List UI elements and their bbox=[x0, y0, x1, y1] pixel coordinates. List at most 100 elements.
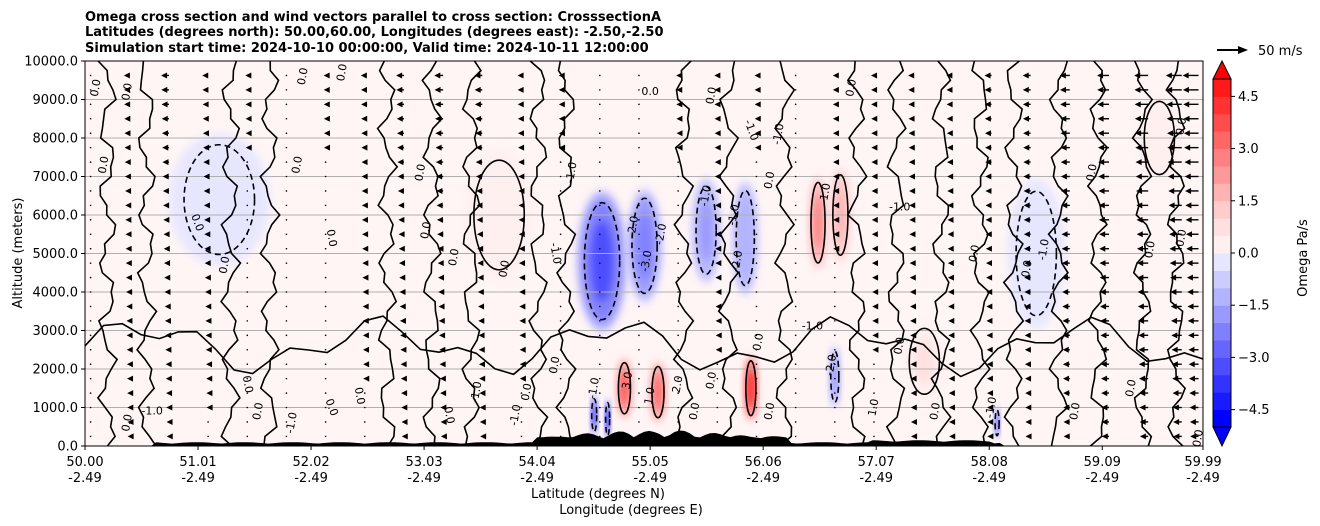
wind-vector-head bbox=[163, 202, 170, 209]
wind-vector-22-19 bbox=[947, 159, 954, 166]
wind-vector-9-6 bbox=[439, 346, 446, 353]
wind-vector-18-25 bbox=[794, 74, 797, 77]
wind-vector-27-9 bbox=[1137, 303, 1149, 310]
wind-vector-head bbox=[245, 115, 252, 122]
contour-label-3: 0.0 bbox=[295, 67, 311, 86]
wind-vector-27-4 bbox=[1139, 375, 1149, 382]
wind-vector-23-21 bbox=[984, 130, 992, 137]
wind-vector-27-18 bbox=[1135, 173, 1149, 180]
x-tick-label-lon-1: -2.49 bbox=[181, 471, 215, 486]
omega-contour-2 bbox=[695, 185, 717, 276]
zero-contour-20 bbox=[1165, 61, 1187, 446]
wind-vector-17-8 bbox=[755, 320, 758, 322]
wind-vector-head bbox=[754, 115, 761, 122]
contour-label-6: 0.0 bbox=[412, 163, 428, 182]
wind-vector-head bbox=[1183, 101, 1190, 108]
wind-vector-17-14 bbox=[755, 233, 758, 236]
wind-vector-18-16 bbox=[794, 204, 797, 207]
wind-vector-head bbox=[908, 101, 915, 108]
omega-contour-7 bbox=[651, 365, 665, 419]
omega-cell-core-11 bbox=[832, 359, 838, 395]
wind-vector-16-22 bbox=[714, 115, 721, 122]
wind-vector-1-3 bbox=[127, 390, 134, 397]
wind-vector-head bbox=[1101, 418, 1108, 425]
y-axis-label: Altitude (meters) bbox=[11, 198, 26, 309]
wind-vector-head bbox=[162, 144, 169, 151]
wind-vector-23-11 bbox=[986, 274, 993, 281]
wind-vector-29-12 bbox=[1186, 260, 1199, 267]
wind-vector-8-24 bbox=[396, 86, 404, 93]
wind-vector-head bbox=[948, 332, 955, 339]
wind-vector-11-14 bbox=[518, 231, 525, 238]
contour-label-21: -1.0 bbox=[697, 184, 714, 207]
contour-label-31: -1.0 bbox=[1035, 238, 1052, 261]
wind-vector-29-5 bbox=[1188, 361, 1199, 368]
wind-vector-3-16 bbox=[203, 202, 210, 209]
wind-vector-28-19 bbox=[1167, 159, 1182, 166]
wind-vector-6-25 bbox=[323, 72, 330, 79]
wind-vector-28-8 bbox=[1171, 317, 1182, 324]
wind-vector-head bbox=[126, 361, 133, 368]
wind-vector-head bbox=[1099, 289, 1106, 295]
wind-vector-15-5 bbox=[677, 363, 679, 365]
wind-vector-3-7 bbox=[205, 332, 212, 339]
wind-vector-16-14 bbox=[715, 231, 722, 238]
wind-vector-head bbox=[1188, 361, 1195, 368]
wind-vector-26-18 bbox=[1098, 173, 1109, 180]
wind-vector-27-19 bbox=[1135, 159, 1149, 166]
wind-vector-head bbox=[204, 245, 211, 252]
y-tick-label-0: 0.0 bbox=[57, 440, 78, 455]
wind-vector-7-23 bbox=[361, 101, 368, 108]
wind-vector-12-4 bbox=[559, 377, 562, 380]
wind-vector-head bbox=[436, 187, 443, 194]
wind-vector-head bbox=[1171, 332, 1178, 339]
wind-vector-20-9 bbox=[872, 303, 879, 310]
wind-vector-head bbox=[161, 115, 168, 122]
zero-contour-2 bbox=[220, 61, 242, 446]
wind-vector-head bbox=[871, 72, 878, 79]
wind-vector-24-2 bbox=[1025, 404, 1032, 411]
omega-cell-core-10 bbox=[606, 407, 609, 431]
wind-vector-head bbox=[1061, 231, 1068, 238]
wind-vector-2-2 bbox=[166, 404, 173, 411]
wind-vector-6-2 bbox=[324, 406, 327, 409]
wind-vector-head bbox=[163, 216, 170, 223]
wind-vector-head bbox=[161, 86, 168, 93]
wind-vector-12-17 bbox=[559, 190, 562, 192]
wind-vector-25-25 bbox=[1059, 72, 1070, 79]
wind-vector-26-2 bbox=[1101, 404, 1109, 411]
wind-vector-head bbox=[245, 130, 252, 137]
wind-vector-13-9 bbox=[598, 305, 601, 308]
wind-vector-24-20 bbox=[1023, 144, 1031, 151]
wind-vector-22-17 bbox=[947, 187, 954, 194]
wind-vector-head bbox=[1097, 144, 1104, 151]
wind-vector-12-25 bbox=[558, 72, 565, 79]
wind-vector-head bbox=[1025, 390, 1032, 397]
wind-vector-head bbox=[1183, 115, 1190, 122]
wind-vector-head bbox=[1138, 317, 1145, 324]
contour-label-22: -1.0 bbox=[725, 203, 742, 226]
wind-vector-14-11 bbox=[638, 276, 640, 279]
wind-vector-head bbox=[987, 418, 994, 425]
colorbar-band-16 bbox=[1213, 131, 1231, 150]
wind-vector-2-16 bbox=[163, 202, 170, 209]
wind-vector-head bbox=[1173, 418, 1180, 425]
wind-vector-7-20 bbox=[361, 144, 368, 151]
wind-vector-head bbox=[1024, 361, 1031, 368]
wind-vector-17-15 bbox=[755, 219, 758, 221]
wind-vector-13-23 bbox=[598, 103, 601, 106]
omega-cell-core-12 bbox=[995, 414, 999, 432]
wind-vector-head bbox=[948, 289, 955, 295]
wind-vector-head bbox=[715, 216, 722, 223]
wind-vector-10-11 bbox=[477, 274, 484, 281]
wind-vector-16-24 bbox=[714, 86, 721, 93]
wind-vector-0-6 bbox=[89, 348, 92, 351]
wind-vector-27-23 bbox=[1134, 101, 1149, 108]
wind-vector-7-5 bbox=[363, 361, 370, 368]
wind-vector-3-24 bbox=[202, 86, 209, 93]
wind-vector-head bbox=[833, 245, 840, 252]
wind-vector-head bbox=[946, 144, 953, 151]
wind-vector-23-17 bbox=[985, 187, 992, 194]
wind-vector-14-8 bbox=[638, 320, 640, 322]
wind-vector-head bbox=[911, 433, 918, 440]
